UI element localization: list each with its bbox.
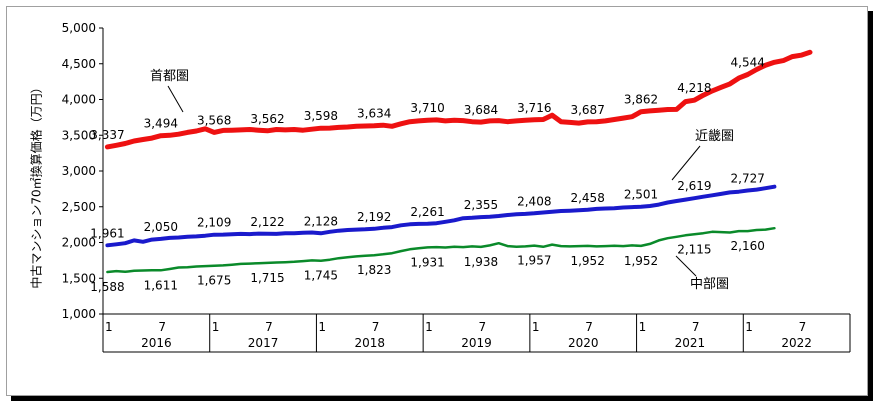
x-year-label: 2018 <box>355 336 386 350</box>
data-label: 1,952 <box>624 254 658 268</box>
data-label: 2,727 <box>731 172 765 186</box>
x-year-label: 2019 <box>461 336 492 350</box>
data-label: 2,192 <box>357 210 391 224</box>
y-axis-label: 中古マンション70㎡換算価格（万円） <box>29 81 44 289</box>
data-label: 3,687 <box>570 103 604 117</box>
x-month-label: 7 <box>585 320 593 334</box>
x-month-label: 1 <box>532 320 540 334</box>
data-label: 3,494 <box>144 117 178 131</box>
data-label: 1,823 <box>357 263 391 277</box>
data-label: 2,408 <box>517 194 551 208</box>
series-line-2 <box>105 184 777 248</box>
data-label: 2,261 <box>410 205 444 219</box>
y-tick-label: 3,500 <box>62 128 96 142</box>
annotation-leader <box>675 255 697 277</box>
series-annotation: 近畿圏 <box>695 129 734 144</box>
y-tick-label: 5,000 <box>62 21 96 35</box>
chart-frame <box>6 6 868 396</box>
data-label: 3,568 <box>197 113 231 127</box>
data-label: 3,598 <box>304 109 338 123</box>
x-month-label: 7 <box>479 320 487 334</box>
annotation-leader <box>167 85 184 113</box>
y-tick-label: 4,500 <box>62 57 96 71</box>
data-label: 2,501 <box>624 188 658 202</box>
y-tick-label: 2,000 <box>62 236 96 250</box>
series-annotation: 中部圏 <box>690 277 729 292</box>
y-tick-label: 1,500 <box>62 271 96 285</box>
x-month-label: 1 <box>425 320 433 334</box>
x-month-label: 1 <box>639 320 647 334</box>
data-label: 2,050 <box>144 220 178 234</box>
data-label: 2,458 <box>570 191 604 205</box>
data-label: 2,109 <box>197 216 231 230</box>
data-label: 2,115 <box>677 242 711 256</box>
data-label: 3,634 <box>357 107 391 121</box>
data-label: 1,938 <box>464 255 498 269</box>
data-label: 2,355 <box>464 198 498 212</box>
x-month-label: 1 <box>745 320 753 334</box>
x-month-label: 1 <box>105 320 113 334</box>
x-month-label: 7 <box>372 320 380 334</box>
data-label: 3,862 <box>624 93 658 107</box>
series-line-3 <box>106 226 776 274</box>
data-label: 3,710 <box>410 101 444 115</box>
data-label: 1,952 <box>570 254 604 268</box>
y-tick-label: 1,000 <box>62 307 96 321</box>
series-annotation: 首都圏 <box>150 69 189 84</box>
x-month-label: 7 <box>265 320 273 334</box>
data-label: 1,675 <box>197 274 231 288</box>
data-label: 1,611 <box>144 278 178 292</box>
series-line-1 <box>104 49 813 150</box>
data-label: 3,562 <box>250 112 284 126</box>
data-label: 1,715 <box>250 271 284 285</box>
data-label: 1,957 <box>517 254 551 268</box>
data-label: 2,160 <box>731 239 765 253</box>
x-month-label: 1 <box>212 320 220 334</box>
data-label: 2,619 <box>677 179 711 193</box>
y-tick-label: 4,000 <box>62 93 96 107</box>
data-label: 3,684 <box>464 103 498 117</box>
x-month-label: 7 <box>799 320 807 334</box>
x-year-label: 2022 <box>781 336 812 350</box>
data-label: 1,961 <box>90 226 124 240</box>
x-year-label: 2017 <box>248 336 279 350</box>
data-label: 1,588 <box>90 280 124 294</box>
data-label: 1,931 <box>410 255 444 269</box>
x-month-label: 1 <box>318 320 326 334</box>
data-label: 2,128 <box>304 214 338 228</box>
x-year-label: 2020 <box>568 336 599 350</box>
data-label: 2,122 <box>250 215 284 229</box>
data-label: 4,218 <box>677 81 711 95</box>
data-label: 3,337 <box>90 128 124 142</box>
data-label: 3,716 <box>517 101 551 115</box>
y-tick-label: 2,500 <box>62 200 96 214</box>
x-year-label: 2016 <box>141 336 172 350</box>
annotation-leader <box>671 145 701 181</box>
x-month-label: 7 <box>158 320 166 334</box>
data-label: 1,745 <box>304 269 338 283</box>
data-label: 4,544 <box>731 55 765 69</box>
y-tick-label: 3,000 <box>62 164 96 178</box>
x-month-label: 7 <box>692 320 700 334</box>
x-year-label: 2021 <box>675 336 706 350</box>
